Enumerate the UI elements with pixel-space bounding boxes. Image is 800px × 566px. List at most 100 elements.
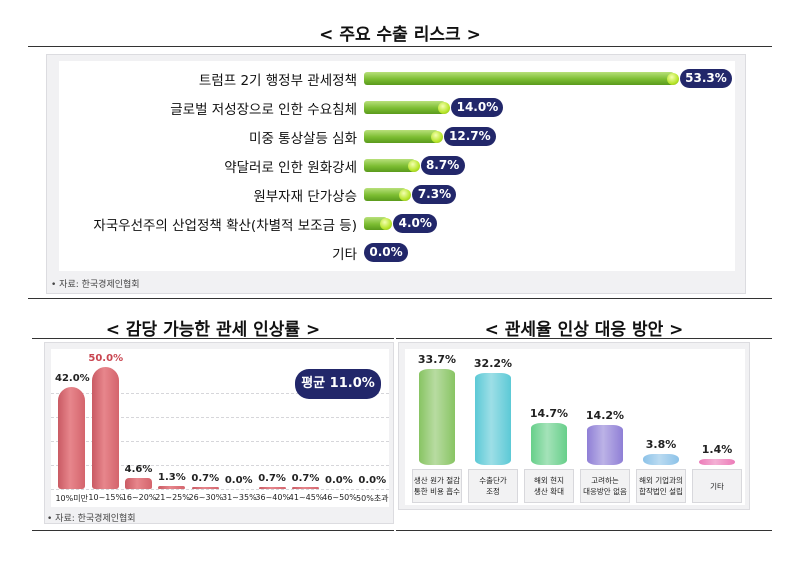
response-value-label: 1.4% — [701, 443, 733, 456]
tariff-category-label: 31~35% — [222, 493, 257, 502]
tariff-category-label: 10~15% — [88, 493, 124, 502]
tariff-category-label: 46~50% — [322, 493, 357, 502]
risk-chart-title: < 주요 수출 리스크 > — [319, 25, 481, 45]
bar-end-knob — [399, 188, 412, 201]
gridline — [51, 393, 389, 394]
gridline — [51, 489, 389, 490]
response-category-line: 해외 기업과의 — [639, 476, 683, 485]
risk-category-label: 자국우선주의 산업정책 확산(차별적 보조금 등) — [93, 218, 357, 234]
risk-value-pill: 12.7% — [443, 127, 496, 146]
response-value-label: 14.2% — [585, 408, 625, 422]
tariff-value-label: 4.6% — [124, 463, 153, 475]
tariff-category-label: 41~45% — [288, 493, 324, 502]
response-category-line: 합작법인 설립 — [639, 487, 683, 496]
tariff-gridlines — [51, 349, 389, 490]
risk-source-note: • 자료: 한국경제인협회 — [51, 280, 140, 290]
risk-bar — [364, 130, 438, 143]
tariff-bars: 42.0% 10%미만 50.0% 10~15% 4.6% 16~20% 1.3% 21~25… — [51, 349, 389, 507]
response-value-label: 32.2% — [473, 357, 513, 371]
response-bar — [699, 459, 735, 465]
response-category-text: 수출단가 조정 — [479, 475, 507, 497]
risk-bar — [364, 188, 407, 201]
response-category-text: 기타 — [710, 481, 724, 492]
risk-value-pill: 4.0% — [393, 214, 438, 233]
response-value-label: 33.7% — [417, 353, 457, 366]
risk-category-label: 미중 통상살등 심화 — [249, 131, 357, 147]
tariff-value-label: 0.0% — [325, 475, 353, 486]
risk-chart-panel: 트럼프 2기 행정부 관세정책 글로벌 저성장으로 인한 수요침체 미중 통상살등 … — [46, 54, 746, 294]
risk-category-label: 원부자재 단가상승 — [253, 189, 357, 205]
tariff-title-rule — [32, 338, 394, 339]
risk-value-pill: 8.7% — [420, 156, 465, 175]
risk-chart-area: 트럼프 2기 행정부 관세정책 글로벌 저성장으로 인한 수요침체 미중 통상살등 … — [59, 61, 735, 271]
response-category-line: 통한 비용 흡수 — [413, 487, 461, 496]
bar-end-knob — [380, 217, 393, 230]
risk-category-label: 약달러로 인한 원화강세 — [224, 160, 357, 176]
tariff-bottom-rule — [32, 530, 394, 531]
response-category-box: 기타 — [692, 469, 742, 503]
tariff-value-label: 0.0% — [358, 475, 387, 486]
response-category-line: 해외 현지 — [534, 476, 564, 485]
risk-bars: 53.3% 14.0% 12.7% 8.7% 7.3% 4.0% 0.0% — [364, 61, 734, 271]
response-category-line: 생산 원가 절감 — [413, 476, 461, 485]
response-category-line: 기타 — [710, 481, 724, 491]
response-bar — [643, 454, 679, 465]
tariff-bar — [292, 487, 319, 489]
response-chart-title: < 관세율 인상 대응 방안 > — [484, 320, 684, 340]
tariff-value-label: 0.7% — [258, 473, 286, 485]
tariff-bar — [158, 485, 186, 489]
response-bottom-rule — [396, 530, 772, 531]
risk-bar — [364, 159, 415, 172]
bar-end-knob — [438, 101, 451, 114]
response-bar — [587, 424, 623, 465]
bar-end-knob — [667, 72, 679, 85]
risk-category-labels: 트럼프 2기 행정부 관세정책 글로벌 저성장으로 인한 수요침체 미중 통상살등 … — [59, 61, 357, 271]
response-bar — [531, 423, 567, 465]
tariff-value-label: 42.0% — [55, 372, 90, 384]
tariff-bar — [91, 367, 119, 489]
tariff-bar — [191, 487, 219, 489]
risk-title-rule — [28, 46, 772, 47]
tariff-value-label: 50.0% — [88, 353, 124, 364]
tariff-category-label: 50%초과 — [356, 494, 389, 503]
tariff-bar — [58, 386, 86, 489]
tariff-category-label: 36~40% — [255, 493, 291, 502]
response-category-line: 고려하는 — [591, 476, 619, 485]
response-value-label: 14.7% — [529, 407, 569, 421]
tariff-value-label: 0.0% — [224, 475, 253, 486]
tariff-category-label: 26~30% — [188, 493, 224, 502]
average-badge: 평균 11.0% — [295, 369, 381, 399]
gridline — [51, 441, 389, 442]
tariff-category-label: 21~25% — [155, 493, 190, 502]
tariff-chart-panel: 42.0% 10%미만 50.0% 10~15% 4.6% 16~20% 1.3% 21~25… — [44, 342, 394, 524]
response-category-line: 생산 확대 — [534, 487, 564, 496]
response-category-line: 수출단가 — [479, 476, 507, 485]
risk-value-pill: 0.0% — [364, 243, 408, 262]
tariff-category-label: 10%미만 — [55, 494, 88, 503]
gridline — [51, 417, 389, 418]
response-category-box: 고려하는 대응방안 없음 — [580, 469, 630, 503]
tariff-bar — [258, 487, 286, 489]
risk-category-label: 기타 — [332, 247, 357, 263]
risk-bottom-rule — [28, 298, 772, 299]
tariff-bar — [125, 477, 152, 489]
tariff-chart-area: 42.0% 10%미만 50.0% 10~15% 4.6% 16~20% 1.3% 21~25… — [51, 349, 389, 507]
tariff-chart-title: < 감당 가능한 관세 인상률 > — [105, 320, 321, 340]
risk-value-pill: 7.3% — [412, 185, 457, 204]
response-category-box: 수출단가 조정 — [468, 469, 518, 503]
risk-bar — [364, 72, 674, 85]
risk-value-pill: 53.3% — [680, 69, 732, 88]
response-category-text: 고려하는 대응방안 없음 — [583, 475, 627, 497]
bar-end-knob — [430, 130, 443, 143]
risk-value-pill: 14.0% — [451, 98, 504, 117]
gridline — [51, 465, 389, 466]
tariff-category-label: 16~20% — [121, 493, 157, 502]
tariff-source-note: • 자료: 한국경제인협회 — [47, 514, 136, 524]
